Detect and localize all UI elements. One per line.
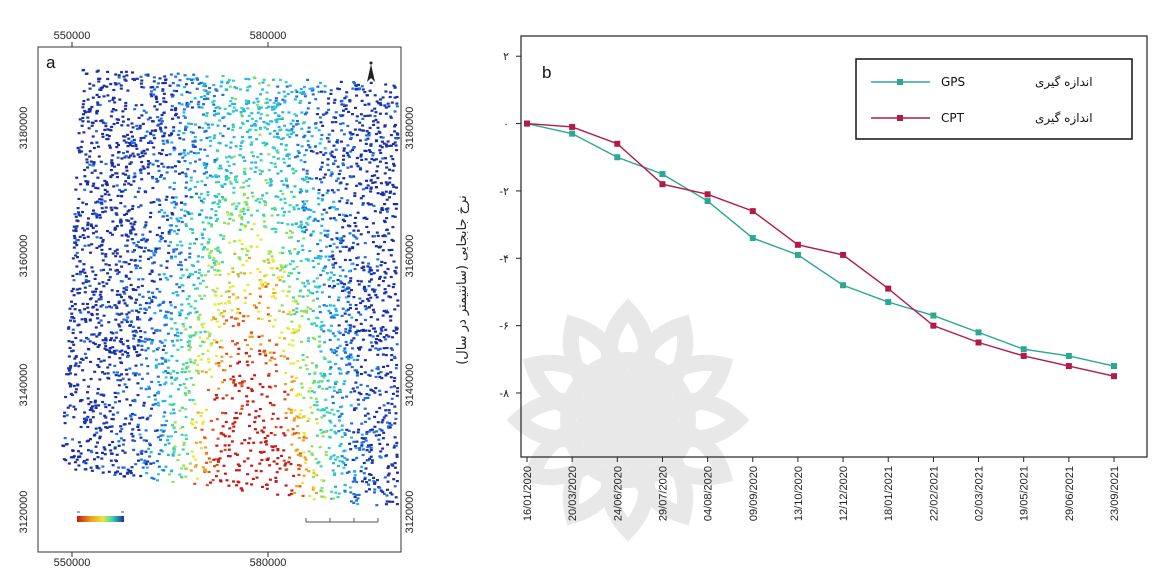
watermark-logo [506, 298, 750, 542]
legend-label-gps-en: GPS [941, 75, 965, 89]
map-panel: 550000 580000 550000 580000 3180000 3160… [18, 30, 416, 569]
x-tick-label: 22/02/2021 [928, 466, 940, 521]
map-x-tick-bottom-2: 580000 [250, 557, 287, 569]
y-tick-label: -۶ [499, 321, 509, 333]
data-point-cpt [1020, 352, 1027, 359]
data-point-gps [1020, 346, 1027, 353]
x-tick-label: 20/03/2020 [567, 466, 579, 521]
data-point-gps [749, 235, 756, 242]
data-point-cpt [524, 120, 530, 127]
data-point-cpt [975, 339, 982, 346]
map-y-tick-right-1: 3180000 [404, 107, 416, 150]
chart-panel: b نرخ جابجایی (سانتیمتر در سال) ۲ ۰ -۲ -۴ -۶… [455, 35, 1148, 521]
data-point-gps [885, 299, 892, 306]
data-point-cpt [749, 208, 756, 215]
map-x-tick-top-1: 550000 [54, 30, 91, 42]
data-point-cpt [1111, 373, 1117, 380]
colorbar-legend [77, 511, 124, 522]
plot-frame [520, 35, 1148, 458]
series-line-gps [526, 122, 1115, 367]
map-y-tick-right-4: 3120000 [404, 491, 416, 534]
data-point-gps [704, 198, 711, 205]
y-axis: ۲ ۰ -۲ -۴ -۶ -۸ [499, 51, 521, 400]
x-tick-label: 09/09/2020 [748, 466, 760, 521]
data-point-cpt [840, 251, 847, 258]
scale-bar [305, 518, 379, 523]
y-tick-label: -۸ [499, 388, 509, 400]
data-point-gps [1111, 363, 1117, 370]
x-tick-label: 12/12/2020 [838, 466, 850, 521]
y-tick-label: -۴ [499, 253, 509, 265]
x-tick-label: 16/01/2020 [522, 466, 534, 521]
x-tick-label: 29/06/2021 [1064, 466, 1076, 521]
north-arrow-icon [367, 61, 375, 82]
map-y-tick-left-3: 3140000 [18, 364, 30, 407]
series-layer [524, 120, 1117, 380]
data-point-gps [930, 312, 937, 319]
map-panel-letter: a [46, 53, 56, 72]
y-tick-label: ۲ [503, 51, 509, 63]
data-point-cpt [614, 140, 621, 147]
legend-box [855, 58, 1133, 140]
x-tick-label: 04/08/2020 [703, 466, 715, 521]
data-point-cpt [569, 123, 576, 130]
data-point-gps [614, 154, 621, 161]
data-point-cpt [885, 285, 892, 292]
legend-item-cpt: CPT اندازه گیری [871, 111, 1093, 126]
legend-label-cpt-fa: اندازه گیری [1035, 111, 1093, 126]
chart-panel-letter: b [542, 63, 551, 82]
data-point-gps [659, 171, 666, 178]
x-tick-label: 13/10/2020 [793, 466, 805, 521]
y-axis-label: نرخ جابجایی (سانتیمتر در سال) [455, 195, 470, 365]
legend-label-cpt-en: CPT [941, 111, 965, 125]
map-y-tick-right-2: 3160000 [404, 235, 416, 278]
map-y-tick-left-1: 3180000 [18, 107, 30, 150]
data-point-cpt [704, 191, 711, 198]
data-point-cpt [794, 241, 801, 248]
map-y-tick-right-3: 3140000 [404, 364, 416, 407]
y-tick-label: ۰ [503, 119, 509, 131]
x-tick-label: 24/06/2020 [612, 466, 624, 521]
x-tick-label: 23/09/2021 [1109, 466, 1121, 521]
x-tick-label: 02/03/2021 [974, 466, 986, 521]
series-line-cpt [526, 122, 1115, 377]
data-point-cpt [659, 181, 666, 188]
data-point-gps [794, 251, 801, 258]
x-tick-label: 18/01/2021 [883, 466, 895, 521]
data-point-cpt [1065, 363, 1072, 370]
legend-marker-cpt [897, 115, 903, 121]
legend: GPS اندازه گیری CPT اندازه گیری [855, 58, 1133, 140]
data-point-gps [840, 282, 847, 289]
x-axis: 16/01/2020 20/03/2020 24/06/2020 29/07/2020… [522, 457, 1121, 521]
map-x-tick-bottom-1: 550000 [54, 557, 91, 569]
data-point-cpt [930, 322, 937, 329]
map-y-tick-left-2: 3160000 [18, 235, 30, 278]
x-tick-label: 19/05/2021 [1019, 466, 1031, 521]
legend-item-gps: GPS اندازه گیری [871, 75, 1093, 90]
x-tick-label: 29/07/2020 [657, 466, 669, 521]
data-point-gps [975, 329, 982, 336]
data-point-gps [569, 130, 576, 137]
map-y-tick-left-4: 3120000 [18, 491, 30, 534]
displacement-raster [61, 68, 400, 507]
data-point-gps [1065, 352, 1072, 359]
y-tick-label: -۲ [499, 186, 509, 198]
legend-marker-gps [897, 79, 903, 85]
legend-label-gps-fa: اندازه گیری [1035, 75, 1093, 90]
map-x-tick-top-2: 580000 [250, 30, 287, 42]
